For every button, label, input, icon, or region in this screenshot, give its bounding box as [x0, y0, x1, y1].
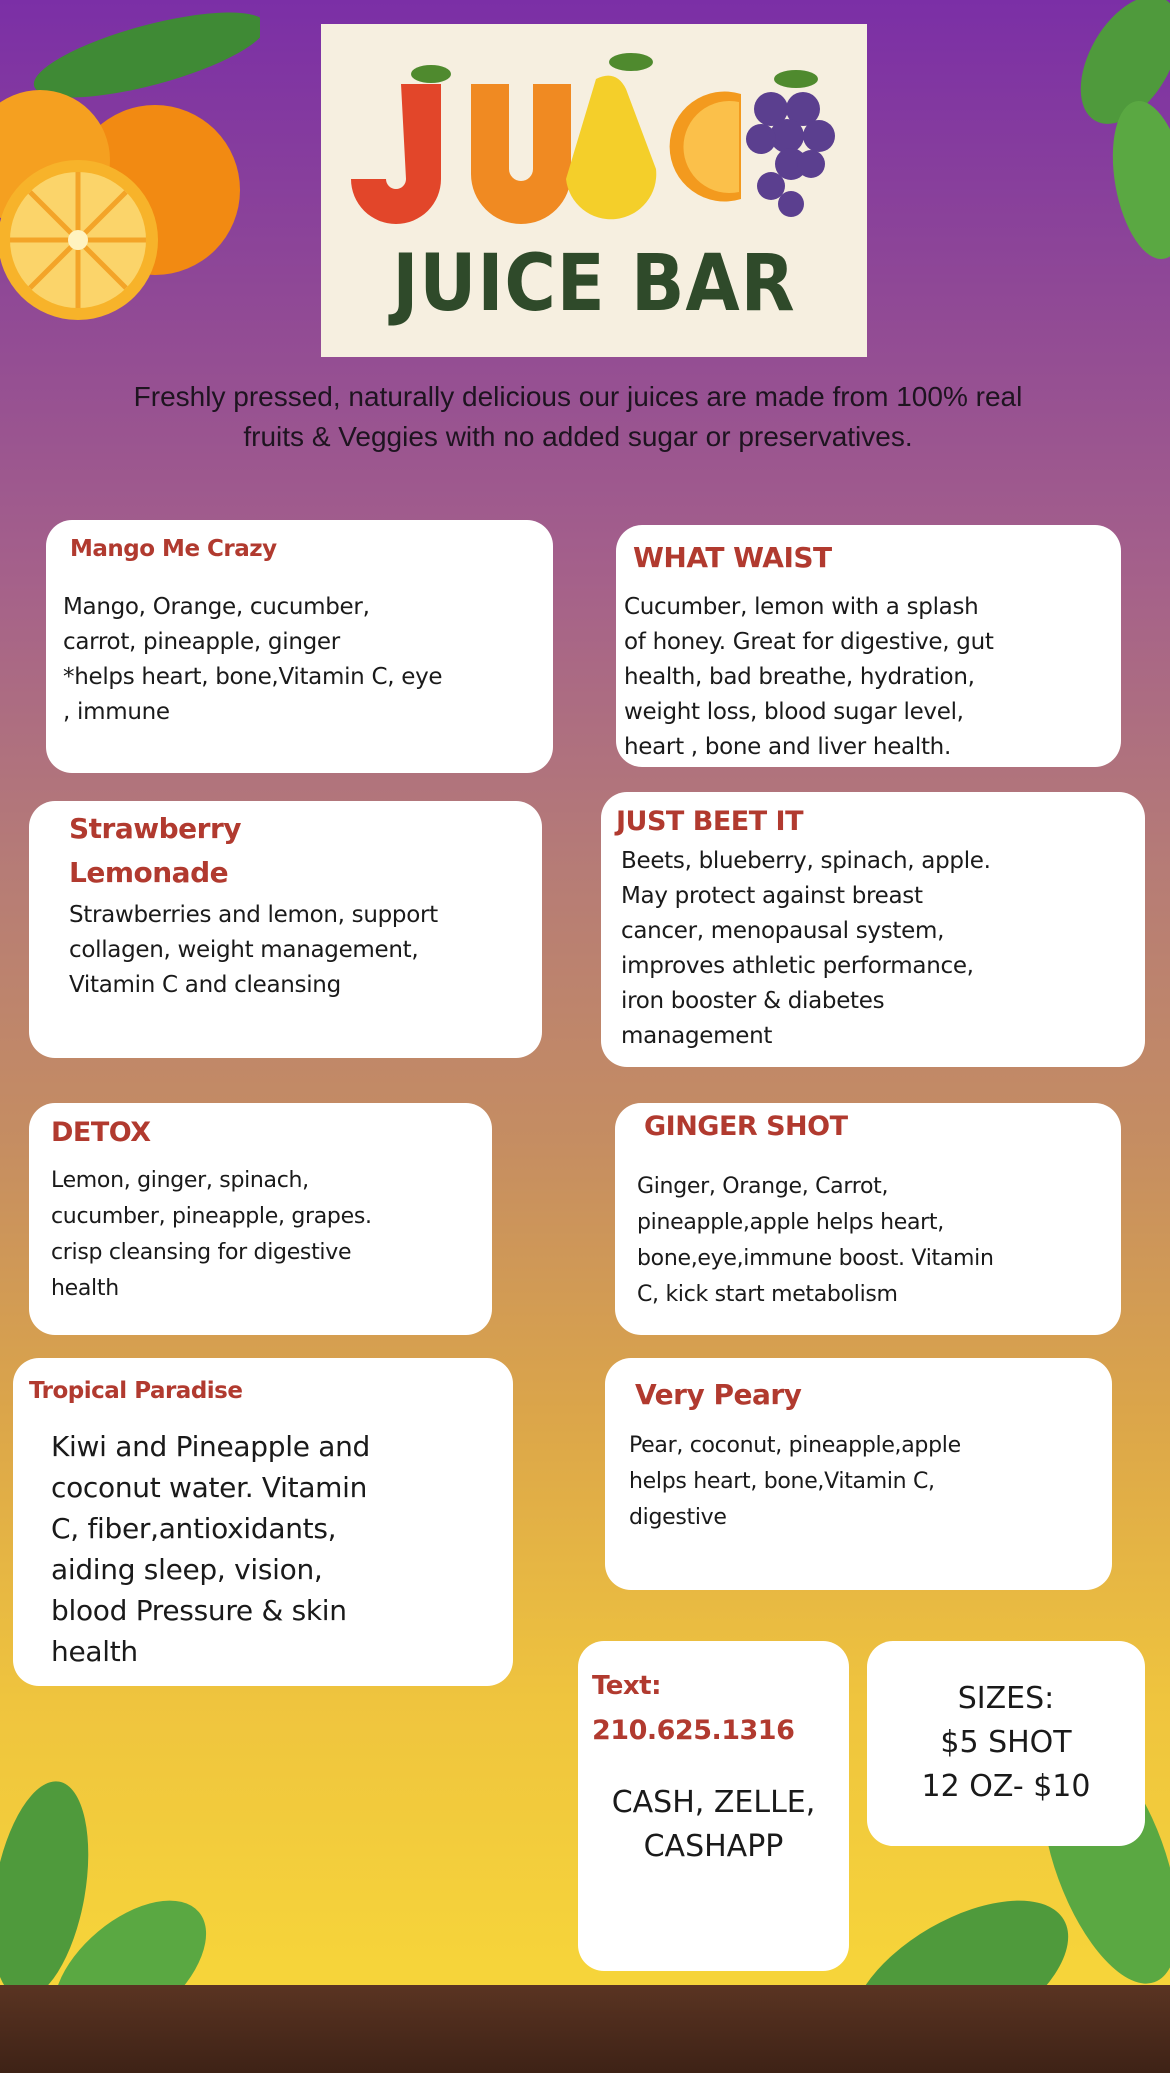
menu-item-title: WHAT WAIST	[633, 541, 832, 574]
size-shot-price: $5 SHOT	[940, 1725, 1072, 1760]
sizes-card: SIZES: $5 SHOT 12 OZ- $10	[867, 1641, 1145, 1846]
size-12oz-price: 12 OZ- $10	[921, 1769, 1091, 1804]
menu-item-description: Cucumber, lemon with a splash of honey. …	[624, 594, 994, 760]
phone-number[interactable]: 210.625.1316	[592, 1715, 795, 1746]
menu-card-tropical-paradise: Tropical Paradise Kiwi and Pineapple and…	[13, 1358, 513, 1686]
fruit-letters-logo	[351, 53, 835, 224]
menu-card-just-beet-it: JUST BEET IT Beets, blueberry, spinach, …	[601, 792, 1145, 1067]
menu-item-description: Kiwi and Pineapple and coconut water. Vi…	[51, 1430, 371, 1668]
menu-card-what-waist: WHAT WAIST Cucumber, lemon with a splash…	[616, 525, 1121, 767]
sizes-label: SIZES:	[957, 1681, 1055, 1716]
menu-item-title: Tropical Paradise	[29, 1378, 243, 1404]
menu-item-title: DETOX	[51, 1117, 151, 1148]
menu-card-very-peary: Very Peary Pear, coconut, pineapple,appl…	[605, 1358, 1112, 1590]
menu-item-description: Pear, coconut, pineapple,apple helps hea…	[629, 1433, 961, 1530]
logo: JUICE BAR	[321, 24, 867, 357]
oranges-decoration	[0, 12, 260, 320]
menu-item-description: Ginger, Orange, Carrot, pineapple,apple …	[637, 1174, 994, 1307]
menu-item-title: Mango Me Crazy	[70, 536, 277, 562]
menu-item-description: Beets, blueberry, spinach, apple. May pr…	[621, 848, 991, 1049]
menu-item-description: Strawberries and lemon, support collagen…	[69, 902, 438, 998]
menu-card-mango-me-crazy: Mango Me Crazy Mango, Orange, cucumber, …	[46, 520, 553, 773]
menu-item-description: Lemon, ginger, spinach, cucumber, pineap…	[51, 1168, 372, 1301]
payment-methods: CASH, ZELLE, CASHAPP	[611, 1785, 816, 1864]
menu-card-ginger-shot: GINGER SHOT Ginger, Orange, Carrot, pine…	[615, 1103, 1121, 1335]
logo-text: JUICE BAR	[392, 239, 796, 329]
menu-item-title: JUST BEET IT	[616, 806, 803, 837]
tagline: Freshly pressed, naturally delicious our…	[133, 381, 1023, 452]
menu-card-detox: DETOX Lemon, ginger, spinach, cucumber, …	[29, 1103, 492, 1335]
wooden-counter	[0, 1985, 1170, 2073]
menu-item-title: GINGER SHOT	[644, 1111, 848, 1142]
menu-card-strawberry-lemonade: Strawberry Lemonade Strawberries and lem…	[29, 801, 542, 1058]
menu-item-title: Strawberry Lemonade	[69, 812, 242, 889]
menu-item-title: Very Peary	[635, 1378, 802, 1411]
menu-item-description: Mango, Orange, cucumber, carrot, pineapp…	[63, 594, 443, 725]
contact-card: Text: 210.625.1316 CASH, ZELLE, CASHAPP	[578, 1641, 849, 1971]
contact-label: Text:	[592, 1671, 662, 1701]
mint-leaf-decoration	[1080, 0, 1170, 260]
